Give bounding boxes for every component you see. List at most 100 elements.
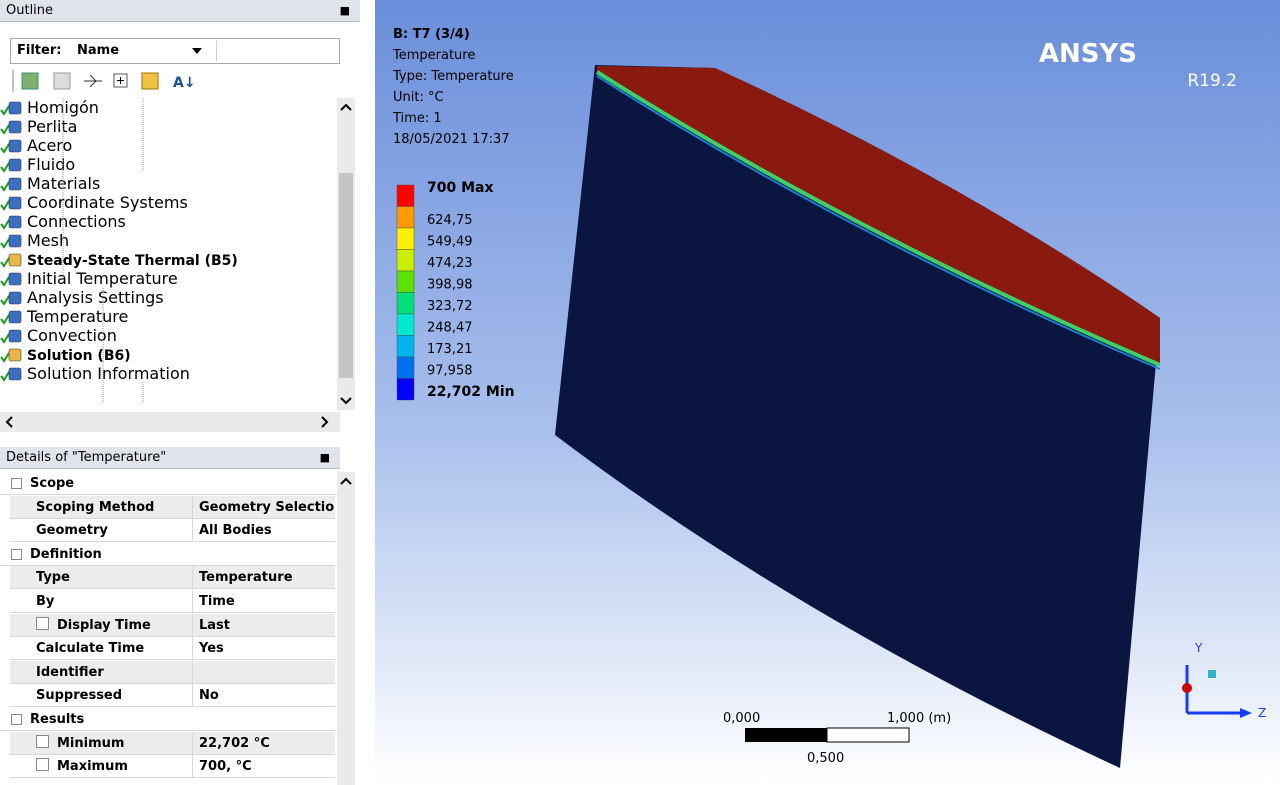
filter-label: Filter: <box>17 39 61 63</box>
tree-lines <box>0 98 336 410</box>
outline-tree: HomigónPerlitaAceroFluidoMaterialsCoordi… <box>0 98 336 410</box>
result-info: Temperature <box>392 48 475 63</box>
result-info: Unit: °C <box>393 90 444 105</box>
filter-input[interactable] <box>216 41 337 61</box>
legend-swatch <box>397 357 414 379</box>
legend-label: 549,49 <box>427 235 473 250</box>
details-row: Minimum 22,702 °C <box>10 732 335 755</box>
legend-label: 248,47 <box>427 321 473 336</box>
row-label: Calculate Time History <box>30 637 193 660</box>
section-name: Scope <box>30 472 74 495</box>
result-info: Type: Temperature <box>392 69 514 84</box>
ansys-version: R19.2 <box>1187 71 1237 91</box>
row-label-text: Type <box>36 570 70 585</box>
dropdown-arrow[interactable] <box>191 47 203 55</box>
section-header[interactable]: Definition <box>0 543 337 566</box>
tool-expand[interactable] <box>84 75 102 87</box>
legend-label: 398,98 <box>427 278 473 293</box>
section-toggle[interactable] <box>11 714 22 725</box>
legend-swatch <box>397 293 414 315</box>
scale-end: 1,000 (m) <box>887 711 951 726</box>
tree-scrollbar[interactable] <box>337 98 355 410</box>
legend-label: 97,958 <box>427 364 473 379</box>
details-scrollbar[interactable] <box>337 472 355 785</box>
row-label: By <box>30 590 193 613</box>
row-value[interactable]: Yes <box>193 637 335 660</box>
tool-view[interactable] <box>54 73 70 89</box>
graphics-viewport[interactable]: ANSYS R19.2 Y Z 0,000 1,000 (m) 0,500 B:… <box>375 0 1280 785</box>
details-header: Details of "Temperature"■ <box>0 447 340 469</box>
details-row: Scoping MethodGeometry Selection <box>10 496 335 519</box>
legend-label: 474,23 <box>427 256 473 271</box>
outline-title: Outline <box>6 3 53 18</box>
axis-z-label: Z <box>1258 706 1266 720</box>
row-label: Display Time <box>30 614 193 637</box>
section-name: Results <box>30 708 84 731</box>
row-label-text: By <box>36 594 54 609</box>
filter-bar: Filter: Name <box>10 38 340 64</box>
row-label-text: Minimum <box>57 736 124 751</box>
tree-hscrollbar[interactable] <box>0 412 340 432</box>
legend-label: 700 Max <box>427 180 494 196</box>
row-value[interactable]: All Bodies <box>193 519 335 542</box>
result-info: 18/05/2021 17:37 <box>393 132 510 147</box>
row-value[interactable]: 22,702 °C <box>193 732 335 755</box>
page: Outline■ Filter: Name A↓ HomigónPerlitaA… <box>0 0 1280 785</box>
legend-swatch <box>397 228 414 250</box>
details-row: Type Temperature <box>10 566 335 589</box>
details-row: Display Time Last <box>10 614 335 637</box>
row-label-text: Geometry <box>36 523 108 538</box>
outline-header: Outline■ <box>0 0 360 22</box>
tool-refresh[interactable] <box>22 73 38 89</box>
row-label-text: Display Time <box>57 618 151 633</box>
row-value[interactable]: 700, °C <box>193 755 335 778</box>
row-label-text: Suppressed <box>36 688 122 703</box>
outline-toolbar: A↓ <box>10 68 230 94</box>
details-row: Calculate Time HistoryYes <box>10 637 335 660</box>
legend-label: 22,702 Min <box>427 384 515 400</box>
legend-swatch <box>397 314 414 336</box>
row-label: Minimum <box>30 732 193 755</box>
checkbox[interactable] <box>36 617 49 630</box>
legend-swatch <box>397 207 414 229</box>
axis-y-label: Y <box>1194 641 1203 655</box>
legend-label: 173,21 <box>427 342 473 357</box>
details-row: Geometry All Bodies <box>10 519 335 542</box>
details-row: By Time <box>10 590 335 613</box>
legend-swatch <box>397 185 414 207</box>
section-header[interactable]: Results <box>0 708 337 731</box>
legend-label: 624,75 <box>427 213 473 228</box>
row-value[interactable]: Geometry Selection <box>193 496 335 519</box>
details-row: Maximum 700, °C <box>10 755 335 778</box>
row-label: Maximum <box>30 755 193 778</box>
checkbox[interactable] <box>36 735 49 748</box>
scale-mid: 0,500 <box>807 751 844 766</box>
row-label: Suppressed <box>30 684 193 707</box>
row-label: Type <box>30 566 193 589</box>
row-value[interactable]: Last <box>193 614 335 637</box>
row-label: Scoping Method <box>30 496 193 519</box>
legend-swatch <box>397 250 414 272</box>
checkbox[interactable] <box>36 758 49 771</box>
section-header[interactable]: Scope <box>0 472 337 495</box>
row-label-text: Identifier <box>36 665 104 680</box>
legend-swatch <box>397 379 414 401</box>
ansys-logo: ANSYS <box>1039 39 1137 69</box>
result-info: B: T7 (3/4) <box>393 27 470 42</box>
section-toggle[interactable] <box>11 478 22 489</box>
row-label: Identifier <box>30 661 193 684</box>
row-value[interactable]: Temperature <box>193 566 335 589</box>
row-value[interactable]: Time <box>193 590 335 613</box>
details-row: Suppressed No <box>10 684 335 707</box>
scroll-thumb[interactable] <box>339 173 353 378</box>
details-title: Details of "Temperature" <box>6 450 166 465</box>
tool-folder[interactable] <box>142 73 158 89</box>
row-value[interactable]: No <box>193 684 335 707</box>
result-info: Time: 1 <box>392 111 442 126</box>
section-toggle[interactable] <box>11 549 22 560</box>
tool-sort[interactable]: A↓ <box>173 75 196 91</box>
row-label: Geometry <box>30 519 193 542</box>
row-label-text: Maximum <box>57 759 128 774</box>
legend-swatch <box>397 336 414 358</box>
